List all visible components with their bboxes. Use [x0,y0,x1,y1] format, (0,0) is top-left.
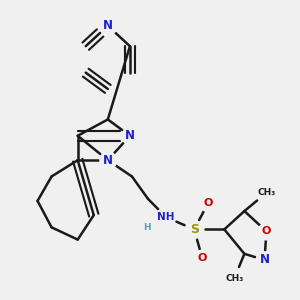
Text: N: N [125,129,135,142]
Text: H: H [143,223,151,232]
Text: O: O [197,253,207,263]
Text: O: O [262,226,271,236]
Text: S: S [190,223,199,236]
Text: N: N [103,19,113,32]
Text: O: O [204,198,213,208]
Text: NH: NH [157,212,175,222]
Text: N: N [260,254,269,266]
Text: N: N [103,154,113,167]
Text: CH₃: CH₃ [257,188,276,197]
Text: CH₃: CH₃ [225,274,244,283]
